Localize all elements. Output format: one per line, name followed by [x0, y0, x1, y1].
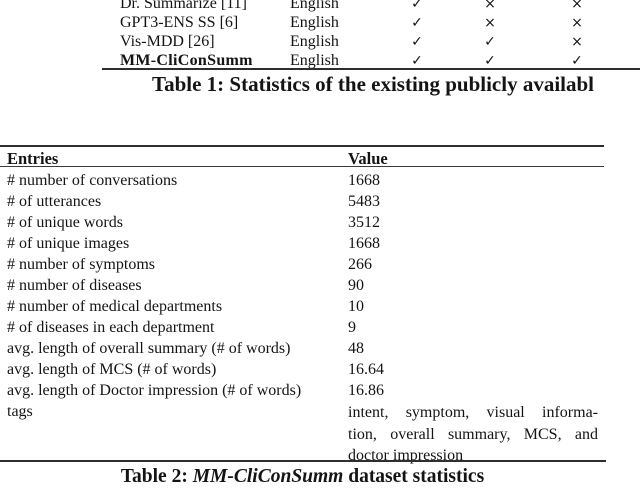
table2-row-value: 10	[348, 298, 364, 315]
cross-mark-icon: ×	[484, 15, 496, 31]
table2-row-label: # number of diseases	[7, 277, 142, 294]
table2-row-label: tags	[7, 403, 33, 420]
table2-row-value: 90	[348, 277, 364, 294]
table2-row-label: # number of medical departments	[7, 298, 223, 315]
table1-caption: Table 1: Statistics of the existing publ…	[152, 72, 595, 96]
table2-header-value: Value	[348, 149, 388, 168]
table1-language-cell: English	[290, 52, 339, 69]
table2-row-label: # of utterances	[7, 193, 102, 210]
check-mark-icon: ✓	[411, 0, 423, 12]
table2-row-label: # of diseases in each department	[7, 319, 215, 336]
table2-caption-dataset-name: MM-CliConSumm	[192, 466, 344, 487]
table1-language-cell: English	[290, 0, 339, 12]
table2-row-label: # number of conversations	[7, 172, 178, 189]
table2-row-label: # of unique words	[7, 214, 123, 231]
table2-row-value: 1668	[348, 235, 380, 252]
table2-row-label: avg. length of Doctor impression (# of w…	[7, 382, 302, 399]
table2-bottom-rule	[0, 460, 606, 462]
cross-mark-icon: ×	[571, 34, 583, 50]
tags-value-line: tion, overall summary, MCS, and	[348, 425, 598, 443]
table1-model-name: GPT3-ENS SS [6]	[120, 14, 239, 31]
table2-row-value: 16.64	[348, 361, 384, 378]
table2-row-label: # of unique images	[7, 235, 130, 252]
table1-bottom-rule	[102, 68, 640, 70]
table2-header-rule	[0, 166, 604, 168]
table2-top-rule	[0, 145, 604, 147]
check-mark-icon: ✓	[484, 34, 496, 50]
table2-row-label: avg. length of overall summary (# of wor…	[7, 340, 291, 357]
table2-row-value: 48	[348, 340, 364, 357]
table2-caption-prefix: Table 2:	[120, 466, 193, 487]
table2-row-value: 16.86	[348, 382, 384, 399]
cross-mark-icon: ×	[571, 15, 583, 31]
cross-mark-icon: ×	[571, 0, 583, 12]
table1-model-name: Dr. Summarize [11]	[120, 0, 247, 12]
check-mark-icon: ✓	[411, 34, 423, 50]
tags-value-line: doctor impression	[348, 447, 464, 464]
check-mark-icon: ✓	[571, 53, 583, 69]
table2-tags-value: intent, symptom, visual informa- tion, o…	[348, 402, 598, 467]
table2-row-label: avg. length of MCS (# of words)	[7, 361, 217, 378]
table1-language-cell: English	[290, 33, 339, 50]
cross-mark-icon: ×	[484, 0, 496, 12]
table2-row-value: 1668	[348, 172, 380, 189]
table2-caption-suffix: dataset statistics	[343, 466, 485, 487]
table2-row-label: # number of symptoms	[7, 256, 155, 273]
table2-row-value: 3512	[348, 214, 380, 231]
table1-model-name: Vis-MDD [26]	[120, 33, 215, 50]
check-mark-icon: ✓	[411, 53, 423, 69]
table2-caption: Table 2: MM-CliConSumm dataset statistic…	[0, 466, 605, 488]
table2-row-value: 5483	[348, 193, 380, 210]
table1-model-name: MM-CliConSumm	[120, 52, 253, 69]
table1-language-cell: English	[290, 14, 339, 31]
table2-row-value: 266	[348, 256, 372, 273]
table2-header-entries: Entries	[7, 149, 59, 168]
tags-value-line: intent, symptom, visual informa-	[348, 404, 598, 421]
check-mark-icon: ✓	[484, 53, 496, 69]
check-mark-icon: ✓	[411, 15, 423, 31]
table2-row-value: 9	[348, 319, 356, 336]
